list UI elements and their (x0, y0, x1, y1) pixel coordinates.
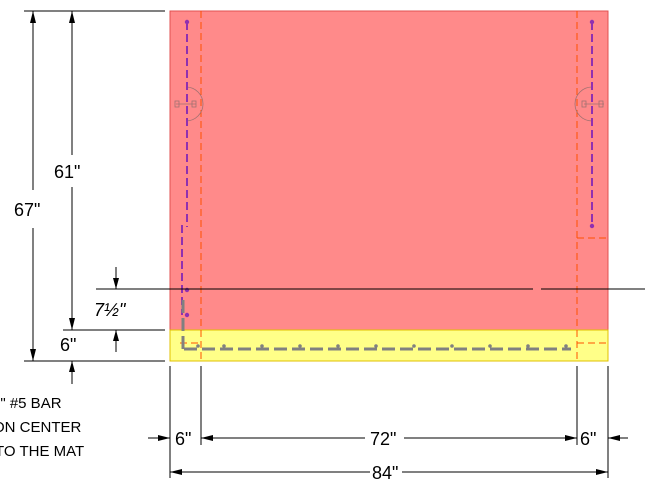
rebar-note-line3: TO THE MAT (0, 443, 84, 460)
dim-61-label: 61" (54, 162, 80, 182)
vertical-dimension-arrows (30, 11, 119, 372)
anchor-marks (174, 86, 604, 122)
mat-region (169, 329, 609, 362)
horizontal-dimensions (148, 366, 628, 478)
dim-67-label: 67" (14, 200, 40, 220)
dim-left-offset-label: 6" (175, 429, 191, 449)
mat-rebar (181, 300, 571, 351)
mat-rebar-dots (196, 344, 568, 348)
dim-cover-label: 7½" (94, 300, 127, 320)
dim-right-offset-label: 6" (580, 429, 596, 449)
dim-mat-label: 6" (60, 335, 76, 355)
vertical-dimensions (24, 10, 165, 384)
wall-region (169, 10, 609, 331)
dim-inner-span-label: 72" (370, 429, 396, 449)
horizontal-dimension-arrows (158, 435, 620, 475)
rebar-note-line1: 6" #5 BAR (0, 395, 62, 412)
hidden-lines (180, 11, 608, 361)
rebar-note-line2: ON CENTER (0, 419, 82, 436)
dim-total-width-label: 84" (372, 463, 398, 483)
